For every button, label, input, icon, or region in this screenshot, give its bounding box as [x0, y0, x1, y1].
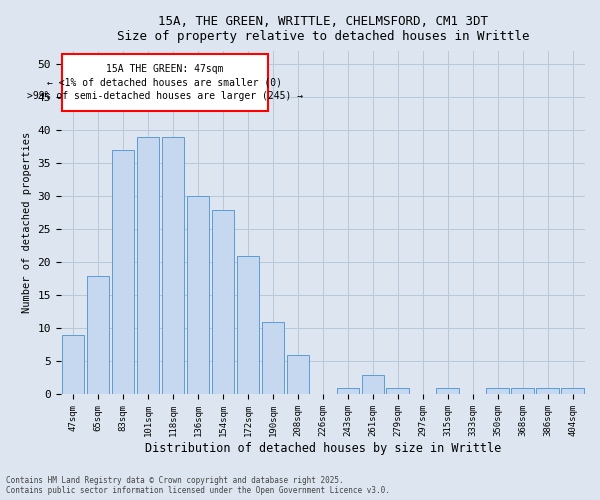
Bar	[287, 355, 309, 395]
Bar	[187, 196, 209, 394]
Bar	[262, 322, 284, 394]
Bar	[511, 388, 534, 394]
Bar	[362, 374, 384, 394]
Bar	[112, 150, 134, 394]
Bar	[337, 388, 359, 394]
Bar	[487, 388, 509, 394]
Bar	[236, 256, 259, 394]
Bar	[536, 388, 559, 394]
Bar	[561, 388, 584, 394]
Bar	[436, 388, 459, 394]
Bar	[62, 54, 268, 110]
Bar	[62, 335, 85, 394]
Bar	[212, 210, 234, 394]
Y-axis label: Number of detached properties: Number of detached properties	[22, 132, 32, 314]
X-axis label: Distribution of detached houses by size in Writtle: Distribution of detached houses by size …	[145, 442, 501, 455]
Title: 15A, THE GREEN, WRITTLE, CHELMSFORD, CM1 3DT
Size of property relative to detach: 15A, THE GREEN, WRITTLE, CHELMSFORD, CM1…	[116, 15, 529, 43]
Bar	[137, 137, 159, 394]
Bar	[162, 137, 184, 394]
Text: Contains HM Land Registry data © Crown copyright and database right 2025.
Contai: Contains HM Land Registry data © Crown c…	[6, 476, 390, 495]
Text: 15A THE GREEN: 47sqm
← <1% of detached houses are smaller (0)
>99% of semi-detac: 15A THE GREEN: 47sqm ← <1% of detached h…	[27, 64, 303, 100]
Bar	[87, 276, 109, 394]
Bar	[386, 388, 409, 394]
